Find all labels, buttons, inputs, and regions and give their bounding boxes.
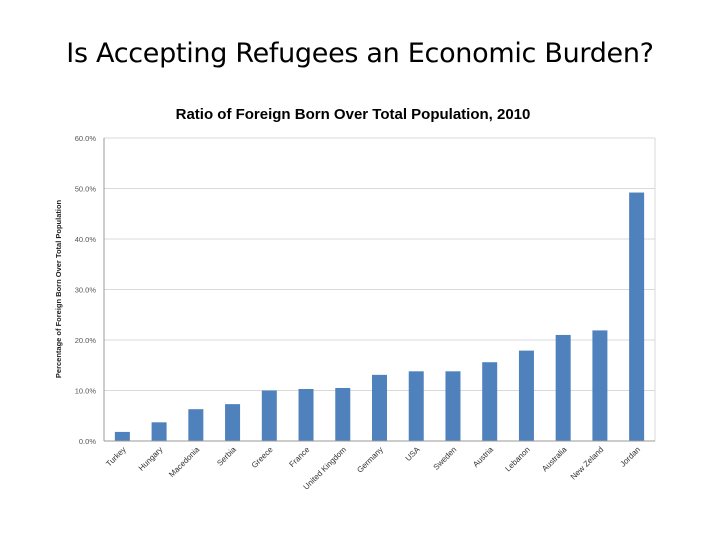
x-tick-label: Australia bbox=[540, 445, 569, 474]
x-tick-label: Hungary bbox=[137, 445, 165, 473]
x-tick-label: Macedonia bbox=[167, 445, 201, 479]
bar-france bbox=[298, 388, 314, 441]
y-tick-label: 20.0% bbox=[75, 336, 97, 345]
bar-turkey bbox=[114, 431, 130, 441]
x-tick-label: Serbia bbox=[215, 445, 238, 468]
x-tick-label: Jordan bbox=[618, 445, 642, 469]
bar-macedonia bbox=[188, 409, 204, 441]
bar-germany bbox=[372, 374, 387, 441]
y-tick-label: 0.0% bbox=[79, 437, 96, 446]
x-tick-label: USA bbox=[404, 445, 422, 463]
y-tick-label: 50.0% bbox=[75, 185, 97, 194]
x-tick-label: Lebanon bbox=[503, 445, 531, 473]
bar-austria bbox=[482, 362, 498, 441]
chart-title: Ratio of Foreign Born Over Total Populat… bbox=[176, 106, 531, 123]
x-tick-label: Turkey bbox=[104, 445, 127, 468]
bar-united-kingdom bbox=[335, 387, 351, 441]
x-tick-label: Germany bbox=[355, 445, 385, 475]
bar-jordan bbox=[629, 192, 645, 441]
x-tick-label: Greece bbox=[250, 445, 275, 470]
bar-australia bbox=[555, 334, 571, 441]
y-axis-label: Percentage of Foreign Born Over Total Po… bbox=[54, 199, 63, 378]
x-tick-label: Sweden bbox=[432, 445, 459, 472]
bar-new-zeland bbox=[592, 330, 608, 441]
x-tick-label: New Zeland bbox=[569, 445, 606, 482]
y-tick-label: 60.0% bbox=[75, 134, 97, 143]
bar-usa bbox=[408, 371, 424, 441]
x-axis: Turkey Hungary Macedonia Serbia Greece France… bbox=[104, 440, 655, 492]
y-tick-label: 40.0% bbox=[75, 235, 97, 244]
y-axis: 0.0% 10.0% 20.0% 30.0% 40.0% 50.0% 60.0% bbox=[75, 134, 656, 446]
y-tick-label: 10.0% bbox=[75, 387, 97, 396]
bar-hungary bbox=[151, 422, 167, 441]
x-tick-label: France bbox=[287, 445, 311, 469]
y-tick-label: 30.0% bbox=[75, 286, 97, 295]
bar-serbia bbox=[225, 404, 241, 441]
bar-sweden bbox=[445, 371, 461, 441]
x-tick-label: Austria bbox=[471, 445, 495, 469]
bar-lebanon bbox=[518, 350, 534, 441]
bars bbox=[114, 192, 645, 441]
slide-title: Is Accepting Refugees an Economic Burden… bbox=[66, 38, 654, 69]
bar-greece bbox=[261, 390, 277, 441]
